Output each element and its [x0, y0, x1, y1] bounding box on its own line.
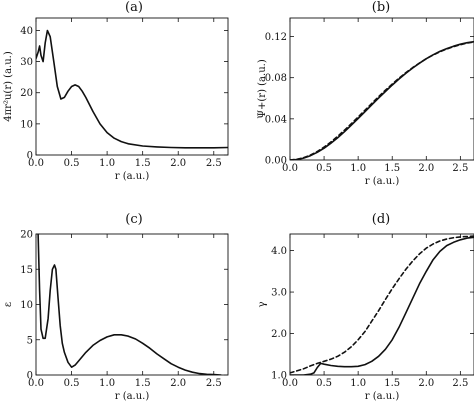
- panel-d-xtick-label: 0.0: [282, 378, 298, 389]
- panel-b-title: (b): [372, 0, 390, 15]
- panel-a-xtick-label: 2.5: [206, 158, 222, 169]
- panel-c-ytick-label: 20: [20, 230, 33, 241]
- panel-b-ytick-label: 0.04: [265, 114, 287, 125]
- panel-c-title: (c): [125, 212, 142, 227]
- panel-a-ylabel: 4πr²u(r) (a.u.): [3, 51, 14, 122]
- panel-a: (a) 0.0 0.5 1.0 1.5 2.0 2.5 0 10 20 30 40 r (a.u.) 4…: [3, 0, 229, 182]
- panel-a-ytick-label: 0: [27, 151, 33, 162]
- panel-b-xlabel: r (a.u.): [365, 176, 400, 187]
- panel-d-xtick-label: 1.5: [384, 378, 400, 389]
- panel-a-xtick-label: 2.0: [170, 158, 186, 169]
- panel-a-ytick-label: 10: [20, 119, 33, 130]
- panel-b-ytick-label: 0.12: [265, 32, 287, 43]
- panel-b-ytick-label: 0.00: [265, 156, 287, 167]
- panel-c-xtick-label: 1.0: [99, 378, 115, 389]
- panel-d-ytick-label: 1.0: [271, 371, 287, 382]
- panel-a-ytick-label: 30: [20, 57, 33, 68]
- panel-b-series-solid-line: [290, 40, 474, 160]
- panel-b: (b) 0.0 0.5 1.0 1.5 2.0 2.5 0.00 0.04 0.08 0.12 r …: [257, 0, 474, 187]
- panel-a-ytick-label: 20: [20, 88, 33, 99]
- panel-a-xtick-label: 1.5: [135, 158, 151, 169]
- panel-c-ylabel: ε: [3, 302, 14, 307]
- panel-c-ytick-label: 15: [20, 265, 33, 276]
- panel-d-xtick-label: 0.5: [316, 378, 332, 389]
- panel-d-frame: [289, 233, 474, 376]
- panel-d: (d) 0.0 0.5 1.0 1.5 2.0 2.5 1.0 2.0 3.0 4.0 r (a.u…: [257, 212, 474, 402]
- panel-c-xlabel: r (a.u.): [115, 391, 150, 402]
- panel-a-ticks: [35, 18, 228, 156]
- panel-d-ytick-label: 3.0: [271, 288, 287, 299]
- panel-b-xtick-label: 0.0: [282, 163, 298, 174]
- panel-b-xtick-label: 0.5: [316, 163, 332, 174]
- panel-a-ytick-label: 40: [20, 26, 33, 37]
- panel-a-xtick-label: 0.5: [64, 158, 80, 169]
- panel-d-ytick-label: 4.0: [271, 246, 287, 257]
- panel-b-ytick-label: 0.08: [265, 73, 287, 84]
- panel-c-ytick-label: 5: [27, 335, 33, 346]
- panel-c-ytick-label: 0: [27, 371, 33, 382]
- panel-b-frame: [289, 17, 474, 161]
- panel-c: (c) 0.0 0.5 1.0 1.5 2.0 2.5 0 5 10 15 20 r (a.u.) ε: [3, 212, 229, 402]
- panel-a-xlabel: r (a.u.): [115, 171, 150, 182]
- panel-d-series-solid-line: [290, 236, 474, 375]
- panel-c-ticks: [35, 233, 228, 376]
- panel-c-xtick-label: 2.0: [170, 378, 186, 389]
- panel-d-series-dashed-line: [290, 235, 474, 374]
- panel-a-xtick-label: 1.0: [99, 158, 115, 169]
- panel-a-xtick-label: 0.0: [28, 158, 44, 169]
- panel-c-xtick-label: 0.5: [64, 378, 80, 389]
- panel-a-series-solid-line: [36, 29, 228, 149]
- panel-a-title: (a): [125, 0, 143, 15]
- panel-c-xtick-label: 2.5: [206, 378, 222, 389]
- panel-b-series-dashed-line: [290, 41, 474, 160]
- panel-b-xtick-label: 1.0: [350, 163, 366, 174]
- panel-b-xtick-label: 2.5: [452, 163, 468, 174]
- panel-b-xtick-label: 2.0: [418, 163, 434, 174]
- panel-d-title: (d): [372, 212, 390, 227]
- panel-d-xlabel: r (a.u.): [365, 391, 400, 402]
- panel-d-ylabel: γ: [257, 301, 268, 307]
- panel-c-ytick-label: 10: [20, 300, 33, 311]
- panel-d-xtick-label: 2.0: [418, 378, 434, 389]
- panel-b-ylabel: Ψ+(r) (a.u.): [257, 59, 268, 119]
- panel-c-series-solid-line: [37, 234, 222, 375]
- panel-d-ytick-label: 2.0: [271, 329, 287, 340]
- panel-c-xtick-label: 1.5: [135, 378, 151, 389]
- panel-d-xtick-label: 2.5: [452, 378, 468, 389]
- panel-b-xtick-label: 1.5: [384, 163, 400, 174]
- panel-c-xtick-label: 0.0: [28, 378, 44, 389]
- panel-b-ticks: [289, 18, 474, 161]
- panel-d-xtick-label: 1.0: [350, 378, 366, 389]
- panel-a-frame: [35, 17, 229, 156]
